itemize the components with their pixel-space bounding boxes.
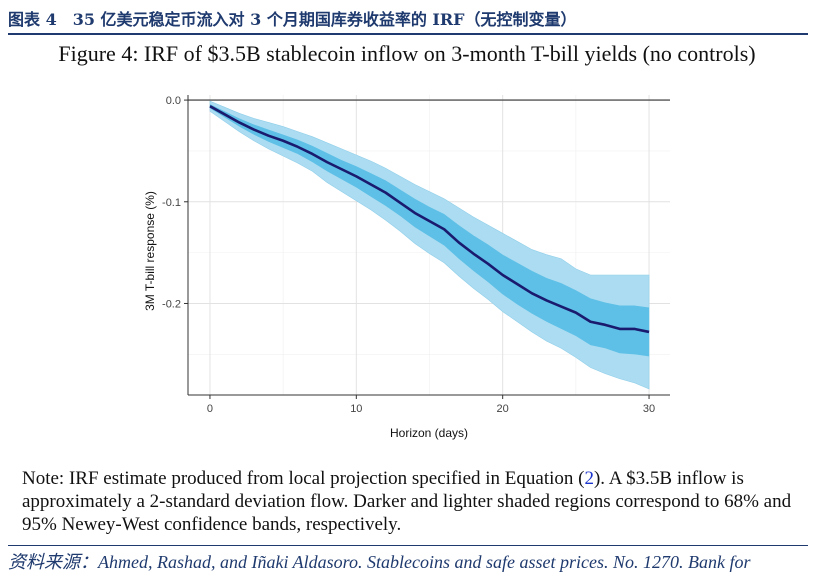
confidence-band-68 (209, 104, 650, 357)
x-tick-label: 30 (643, 403, 655, 415)
y-tick-label: -0.1 (162, 197, 181, 209)
footer-divider (8, 545, 808, 546)
axes: 0 10 20 30 0.0 -0.1 -0.2 (162, 95, 670, 415)
x-axis-label: Horizon (days) (390, 426, 468, 440)
equation-reference-link[interactable]: 2 (584, 468, 594, 489)
y-tick-label: 0.0 (166, 95, 181, 107)
x-tick-label: 0 (207, 403, 213, 415)
x-tick-label: 20 (497, 403, 509, 415)
irf-series (209, 105, 650, 334)
source-citation: 资料来源：Ahmed, Rashad, and Iñaki Aldasoro. … (8, 552, 751, 572)
report-figure-title: 图表 4 35 亿美元稳定币流入对 3 个月期国库券收益率的 IRF（无控制变量… (8, 10, 577, 29)
note-prefix: Note: IRF estimate produced from local p… (22, 468, 585, 489)
irf-line (209, 105, 650, 334)
note-suffix: ). A $3.5B inflow is approximately a 2-s… (22, 468, 792, 535)
irf-chart: 0 10 20 30 0.0 -0.1 -0.2 Horizon (days) 3M T-b… (143, 95, 670, 440)
axis-labels: Horizon (days) 3M T-bill response (%) (143, 191, 468, 440)
confidence-bands (209, 100, 650, 390)
x-tick-label: 10 (350, 403, 362, 415)
y-axis-label: 3M T-bill response (%) (143, 191, 157, 311)
y-tick-label: -0.2 (162, 298, 181, 310)
figure-caption: Figure 4: IRF of $3.5B stablecoin inflow… (58, 41, 756, 66)
header-divider (8, 33, 808, 35)
figure-note: Note: IRF estimate produced from local p… (22, 467, 802, 536)
